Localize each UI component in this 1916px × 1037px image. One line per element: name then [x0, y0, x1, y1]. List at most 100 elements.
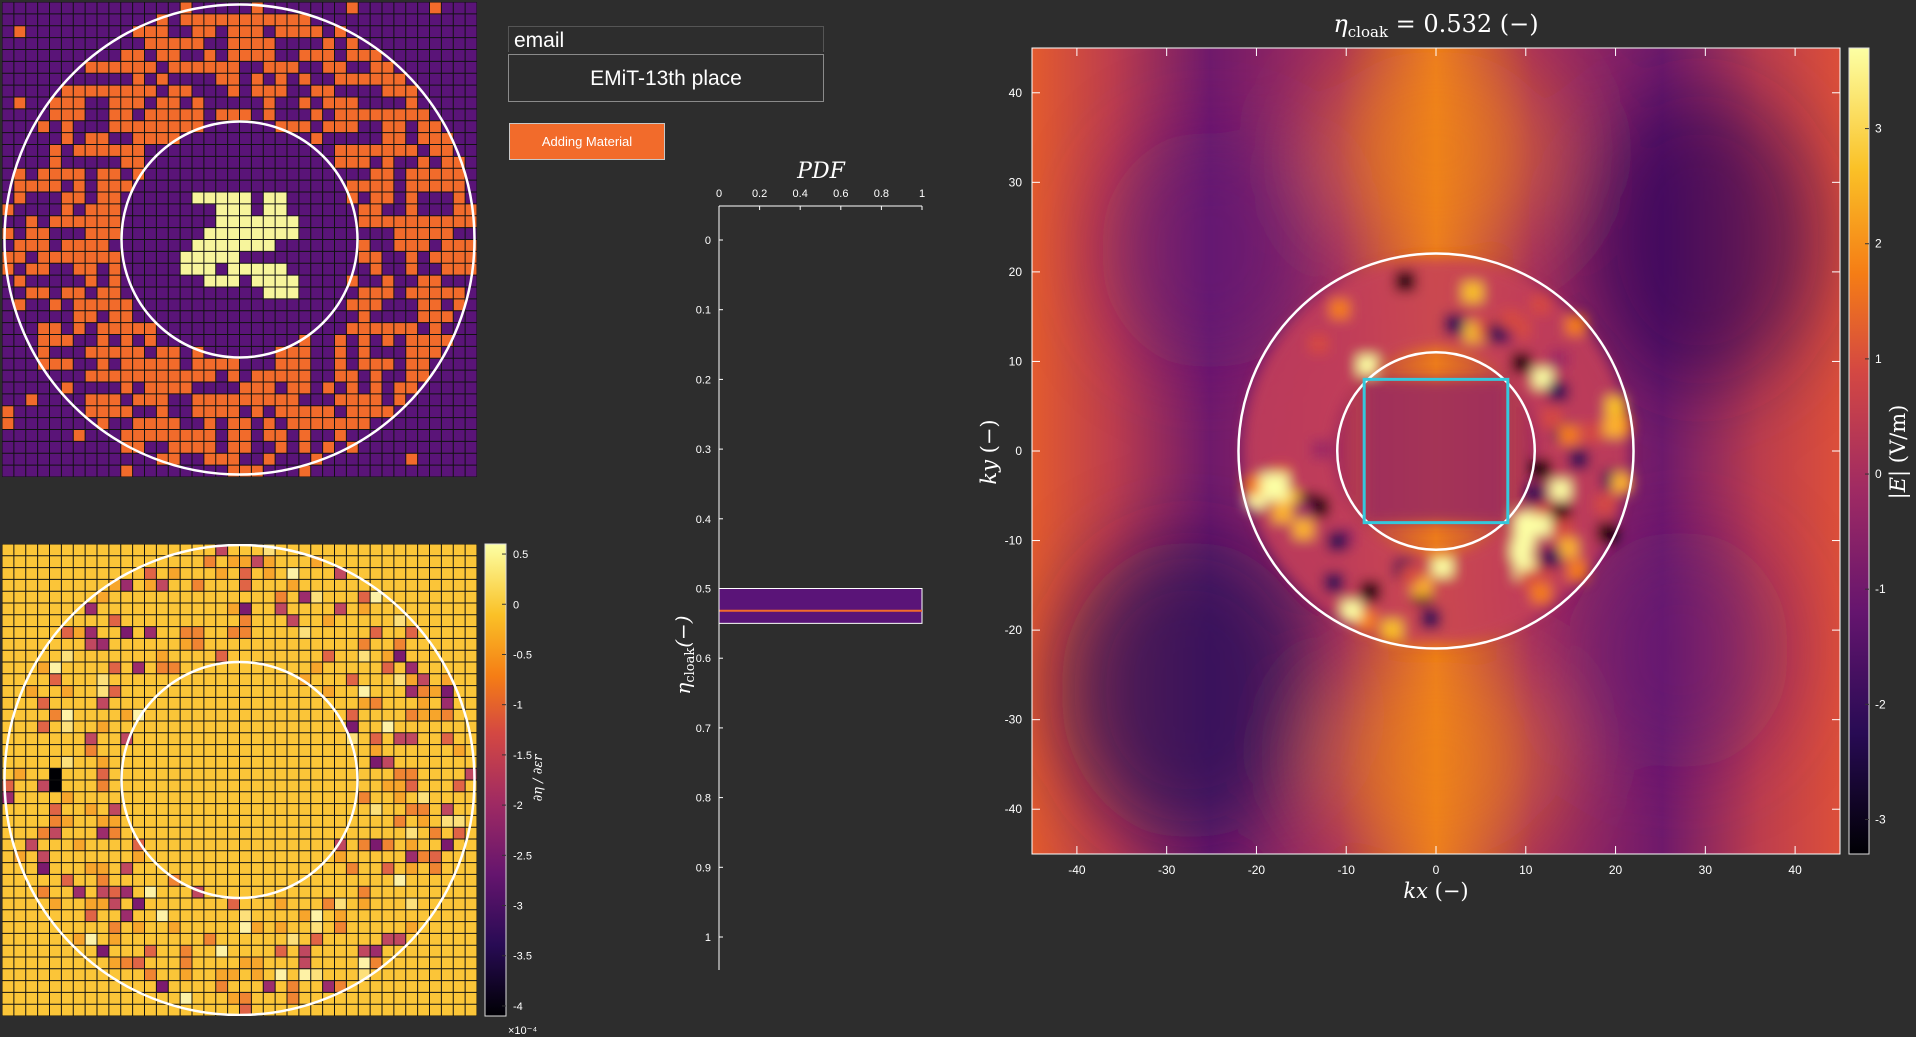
- material-cell: [37, 120, 50, 133]
- material-cell: [215, 453, 228, 466]
- sensitivity-cell: [393, 768, 407, 781]
- material-cell: [192, 405, 205, 418]
- material-cell: [108, 120, 122, 133]
- material-cell: [61, 239, 74, 252]
- material-cell: [370, 168, 383, 181]
- material-cell: [322, 417, 335, 430]
- pdf-x-tick-label: 0.4: [793, 188, 808, 200]
- sensitivity-cell: [13, 768, 27, 781]
- field-outer-ring: [1237, 252, 1635, 650]
- material-cell: [298, 25, 312, 38]
- material-cell: [453, 263, 466, 276]
- material-cell: [49, 144, 62, 157]
- sensitivity-cell: [108, 685, 122, 698]
- sensitivity-cell: [120, 909, 133, 922]
- material-cell: [346, 156, 359, 169]
- material-cell: [429, 346, 442, 359]
- sensitivity-cell: [322, 685, 335, 698]
- material-cell: [298, 49, 312, 62]
- material-cell: [120, 358, 133, 371]
- material-cell: [37, 346, 50, 359]
- sensitivity-cell: [358, 945, 371, 958]
- material-cell: [144, 132, 157, 145]
- material-cell: [156, 73, 169, 86]
- sensitivity-cell: [393, 815, 407, 828]
- material-cell: [417, 168, 430, 181]
- material-cell: [108, 108, 122, 122]
- material-cell: [97, 132, 110, 145]
- sensitivity-cell: [192, 626, 205, 639]
- pdf-x-tick-label: 0: [716, 188, 722, 200]
- material-cell: [441, 168, 454, 181]
- sensitivity-cell: [120, 957, 133, 970]
- material-cell: [13, 298, 27, 312]
- material-cell: [156, 49, 169, 62]
- material-cell: [370, 287, 383, 300]
- material-cell: [393, 73, 407, 86]
- sensitivity-cell: [227, 968, 240, 981]
- material-cell: [132, 85, 145, 98]
- material-cell: [358, 298, 371, 312]
- team-name-field[interactable]: EMiT-13th place: [508, 54, 824, 102]
- material-cell: [192, 108, 205, 122]
- material-cell: [298, 417, 312, 430]
- material-cell: [203, 405, 217, 418]
- material-cell: [203, 429, 217, 442]
- material-cell: [144, 358, 157, 371]
- material-cell: [37, 239, 50, 252]
- material-cell: [405, 215, 418, 228]
- field-y-tick-label: -30: [1005, 713, 1023, 727]
- adding-material-button[interactable]: Adding Material: [509, 123, 665, 160]
- material-cell: [263, 417, 276, 430]
- material-cell: [13, 97, 27, 110]
- material-cell: [465, 215, 477, 228]
- sensitivity-cell: [61, 650, 74, 663]
- field-x-tick-label: 30: [1699, 863, 1713, 877]
- material-cell: [97, 322, 110, 335]
- material-cell: [97, 203, 110, 217]
- sensitivity-cell: [49, 709, 62, 722]
- material-cell: [227, 192, 240, 205]
- material-cell: [61, 108, 74, 122]
- sensitivity-cell: [85, 862, 98, 875]
- material-cell: [322, 37, 335, 50]
- sensitivity-cell: [287, 579, 300, 592]
- sensitivity-cell: [108, 957, 122, 970]
- material-cell: [393, 393, 407, 407]
- material-cell: [215, 358, 228, 371]
- material-cell: [441, 239, 454, 252]
- material-cell: [168, 370, 181, 383]
- material-cell: [251, 465, 264, 477]
- material-cell: [49, 322, 62, 335]
- material-cell: [61, 192, 74, 205]
- field-map-image: [1032, 48, 1840, 854]
- sensitivity-cell: [382, 862, 395, 875]
- sensitivity-outer-ring: [3, 544, 476, 1016]
- sensitivity-cell: [405, 862, 418, 875]
- material-cell: [108, 298, 122, 312]
- sensitivity-cell: [370, 957, 383, 970]
- pdf-y-tick-label: 1: [705, 932, 711, 944]
- material-cell: [334, 156, 347, 169]
- sensitivity-colorbar-tick-label: 0: [513, 599, 519, 611]
- material-cell: [275, 203, 288, 217]
- sensitivity-colorbar-gradient: [484, 543, 507, 1017]
- material-cell: [346, 97, 359, 110]
- sensitivity-cell: [322, 650, 335, 663]
- sensitivity-cell: [298, 945, 312, 958]
- field-colorbar-ticks: 3 2 1 0 -1 -2 -3: [1865, 122, 1886, 826]
- material-cell: [334, 429, 347, 442]
- sensitivity-cell: [85, 933, 98, 946]
- material-cell: [203, 239, 217, 252]
- material-cell: [382, 144, 395, 157]
- material-cell: [382, 358, 395, 371]
- material-cell: [108, 215, 122, 228]
- material-cell: [97, 370, 110, 383]
- field-hotspot: [1420, 608, 1441, 629]
- material-cell: [61, 287, 74, 300]
- material-cell: [465, 263, 477, 276]
- material-cell: [382, 168, 395, 181]
- sensitivity-cell: [85, 898, 98, 911]
- material-cell: [322, 85, 335, 98]
- material-cell: [168, 453, 181, 466]
